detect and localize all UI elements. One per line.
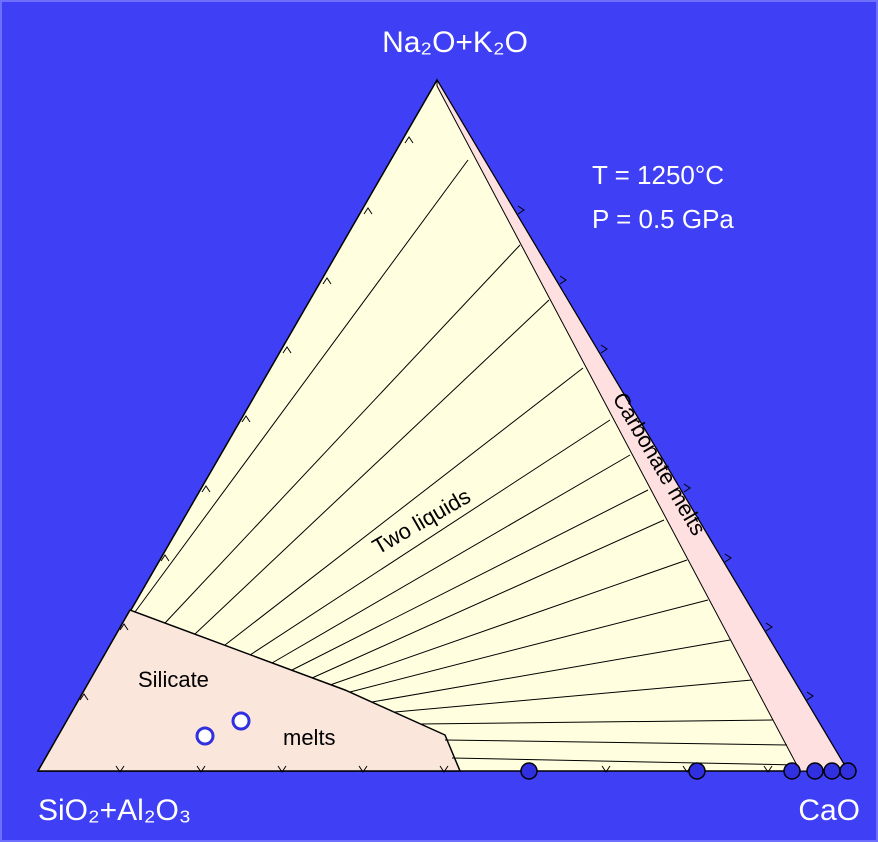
filled-circle: [520, 762, 538, 780]
tick: [119, 623, 129, 631]
tie-line: [444, 739, 788, 746]
tick: [363, 207, 373, 215]
tick: [517, 205, 525, 215]
filled-circle: [839, 762, 857, 780]
tie-line: [451, 757, 798, 766]
tick: [160, 554, 170, 562]
tick: [196, 765, 206, 773]
apex-label: Na₂O+K₂O: [382, 26, 528, 59]
tick: [765, 622, 773, 632]
samples: [195, 711, 857, 780]
tie-line: [329, 559, 688, 686]
ticks: [79, 136, 814, 773]
temperature: T = 1250°C: [592, 160, 724, 190]
filled-circle: [688, 762, 706, 780]
tie-line: [249, 419, 611, 656]
tie-lines: [134, 159, 798, 766]
tie-line: [134, 159, 469, 613]
open-circle: [231, 711, 251, 731]
tick: [282, 346, 292, 354]
tick: [601, 765, 611, 773]
tick: [115, 765, 125, 773]
tie-line: [291, 489, 649, 671]
tick: [358, 765, 368, 773]
tie-line: [394, 679, 753, 713]
tie-line: [224, 367, 584, 646]
pressure: P = 0.5 GPa: [592, 204, 734, 234]
filled-circle: [783, 762, 801, 780]
tie-line: [419, 719, 774, 725]
filled-circle: [806, 762, 824, 780]
apex-label: CaO: [798, 794, 860, 827]
region-label: melts: [283, 725, 336, 750]
tick: [79, 693, 89, 701]
tick: [600, 344, 608, 354]
tick: [322, 277, 332, 285]
tick: [763, 765, 773, 773]
tie-line: [164, 244, 521, 624]
tick: [241, 415, 251, 423]
filled-circle: [823, 762, 841, 780]
apex-label: SiO₂+Al₂O₃: [38, 794, 191, 827]
tie-line: [194, 299, 550, 635]
region-label: Silicate: [138, 667, 209, 692]
tick: [404, 136, 414, 144]
tick: [683, 483, 691, 493]
tie-line: [271, 454, 631, 664]
tie-line: [349, 599, 709, 693]
tick: [806, 691, 814, 701]
tick: [439, 765, 449, 773]
tick: [201, 485, 211, 493]
tick: [277, 765, 287, 773]
open-circle: [195, 726, 215, 746]
tick: [724, 553, 732, 563]
tie-line: [371, 639, 731, 703]
tick: [559, 275, 567, 285]
silicate-field: [36, 609, 462, 772]
tie-line: [311, 519, 665, 679]
